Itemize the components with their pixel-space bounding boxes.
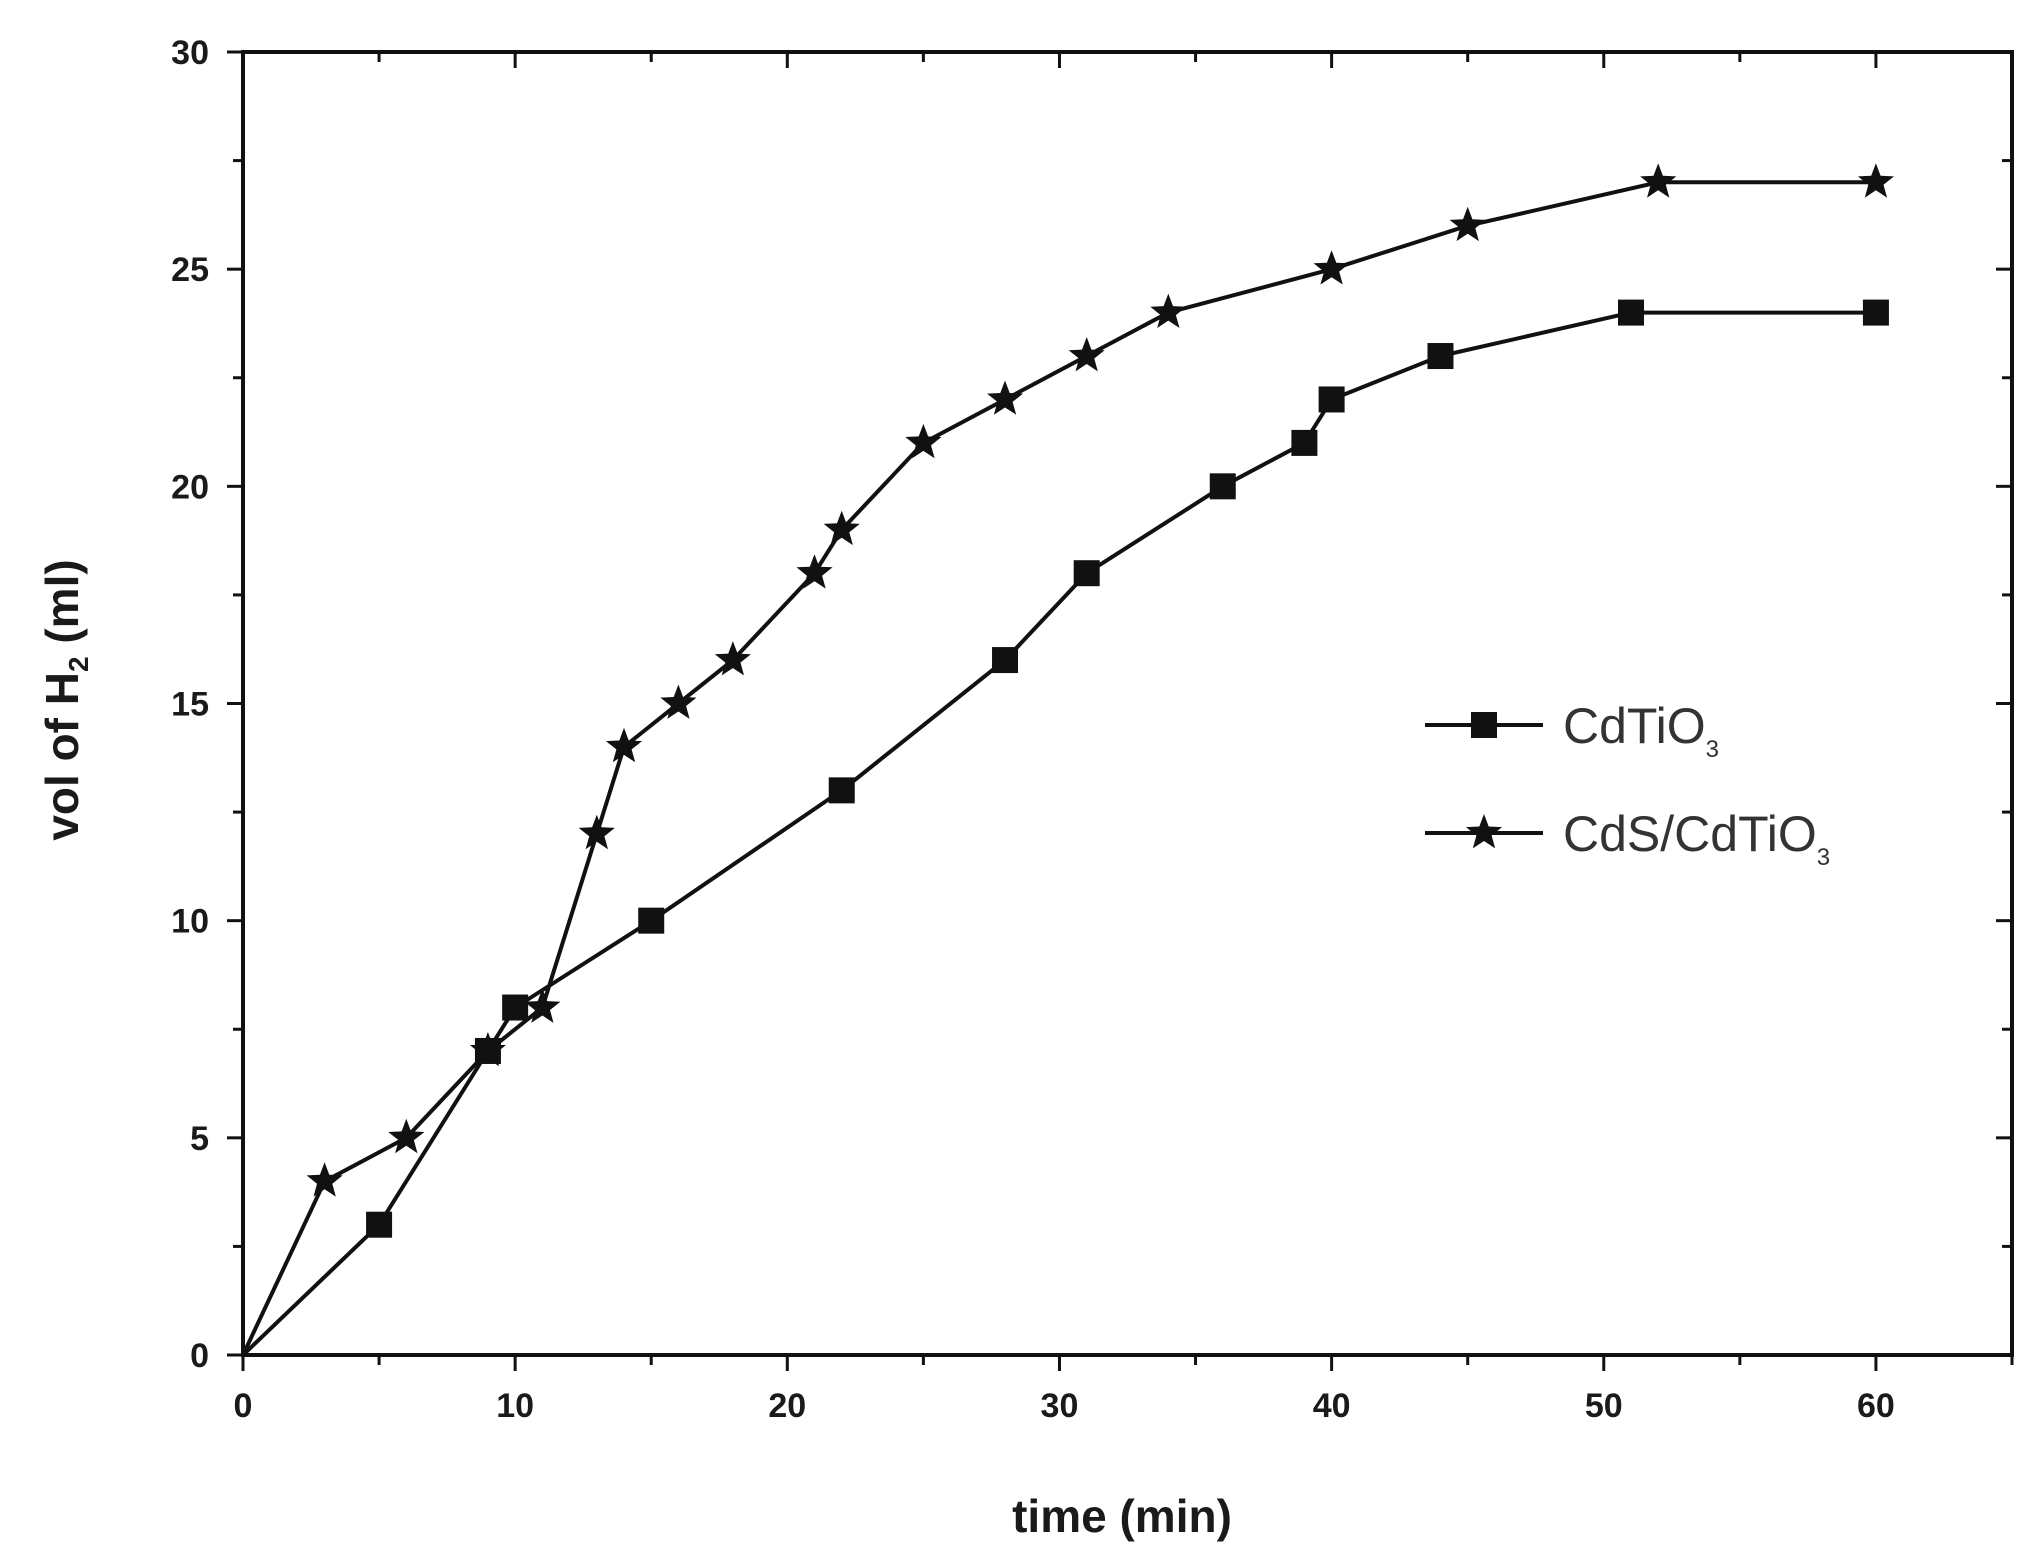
- x-tick-label: 50: [1585, 1387, 1623, 1425]
- series-group: [241, 163, 1894, 1357]
- data-point-star: [823, 510, 860, 546]
- data-point-star: [605, 727, 643, 763]
- data-point-star: [1068, 337, 1105, 372]
- legend-label: CdTiO3: [1563, 698, 1719, 763]
- data-point-star: [987, 380, 1024, 415]
- y-tick-label: 10: [171, 903, 209, 941]
- data-point-square: [1318, 386, 1345, 413]
- x-tick-label: 20: [768, 1387, 806, 1425]
- data-point-square: [1427, 343, 1454, 370]
- data-point-square: [1617, 299, 1644, 326]
- y-tick-label: 0: [190, 1337, 209, 1375]
- y-tick-label: 5: [190, 1120, 209, 1158]
- x-tick-label: 0: [234, 1387, 253, 1425]
- data-point-star: [469, 1032, 506, 1067]
- data-point-star: [1857, 163, 1894, 198]
- plot-frame: [241, 50, 2014, 1357]
- legend-label-sub: 3: [1706, 736, 1719, 763]
- y-axis-title: vol of H2 (ml): [36, 559, 94, 840]
- data-point-square: [638, 907, 665, 934]
- plot-area: [241, 50, 2014, 1357]
- series-line-star: [241, 180, 1876, 1356]
- y-axis-title-unit: (ml): [36, 559, 88, 643]
- data-point-star: [1449, 206, 1486, 242]
- data-point-star: [660, 684, 697, 719]
- x-tick-label: 30: [1041, 1387, 1079, 1425]
- y-axis-title-sub: 2: [63, 656, 94, 672]
- legend-marker-star: [1465, 814, 1503, 849]
- data-point-square: [1073, 560, 1100, 587]
- y-tick-label: 20: [171, 468, 209, 506]
- legend-label-main: CdTiO: [1563, 698, 1706, 754]
- x-tick-label: 40: [1313, 1387, 1351, 1425]
- x-tick-label: 60: [1857, 1387, 1895, 1425]
- data-point-square: [1862, 299, 1889, 326]
- axes: 0 10 20 30 40 50 60 0 5 10 15 20 25 30: [171, 34, 2014, 1425]
- y-axis-title-main: vol of H: [36, 672, 88, 841]
- legend-marker-square: [1471, 712, 1497, 738]
- data-point-star: [578, 814, 615, 850]
- data-point-square: [1291, 429, 1318, 456]
- data-point-star: [1150, 293, 1187, 328]
- y-tick-label: 15: [171, 686, 209, 724]
- data-point-star: [796, 554, 833, 589]
- y-tick-label: 30: [171, 34, 209, 72]
- data-point-star: [905, 423, 942, 459]
- data-point-square: [828, 777, 855, 804]
- data-point-square: [1209, 473, 1236, 500]
- data-point-star: [1640, 163, 1677, 198]
- data-point-star: [1313, 250, 1350, 285]
- legend-label-sub: 3: [1817, 844, 1830, 871]
- data-point-star: [306, 1162, 343, 1197]
- data-point-star: [388, 1118, 425, 1154]
- legend-label: CdS/CdTiO3: [1563, 806, 1830, 871]
- data-point-star: [714, 641, 751, 676]
- data-point-square: [502, 994, 529, 1021]
- data-point-star: [524, 988, 561, 1023]
- legend-label-main: CdS/CdTiO: [1563, 806, 1817, 862]
- x-tick-label: 10: [496, 1387, 534, 1425]
- data-point-square: [992, 647, 1019, 674]
- x-axis-title: time (min): [1012, 1490, 1232, 1542]
- data-point-square: [366, 1211, 393, 1238]
- y-tick-label: 25: [171, 251, 209, 289]
